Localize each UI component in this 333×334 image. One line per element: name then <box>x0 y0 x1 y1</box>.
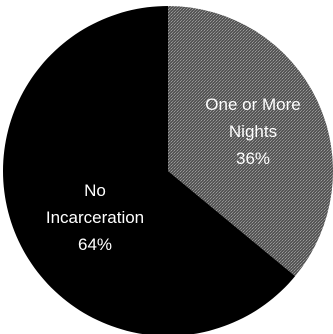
pie-slices <box>3 6 333 334</box>
slice-label-one-or-more-nights-line2: Nights <box>229 122 277 141</box>
slice-label-one-or-more-nights-line1: One or More <box>205 95 300 114</box>
pie-slice-no-incarceration <box>3 6 296 334</box>
slice-value-no-incarceration: 64% <box>78 235 112 254</box>
slice-value-one-or-more-nights: 36% <box>236 149 270 168</box>
pie-slice-one-or-more-nights <box>168 6 333 277</box>
slice-label-no-incarceration-line1: No <box>84 181 106 200</box>
slice-label-no-incarceration-line2: Incarceration <box>46 208 144 227</box>
